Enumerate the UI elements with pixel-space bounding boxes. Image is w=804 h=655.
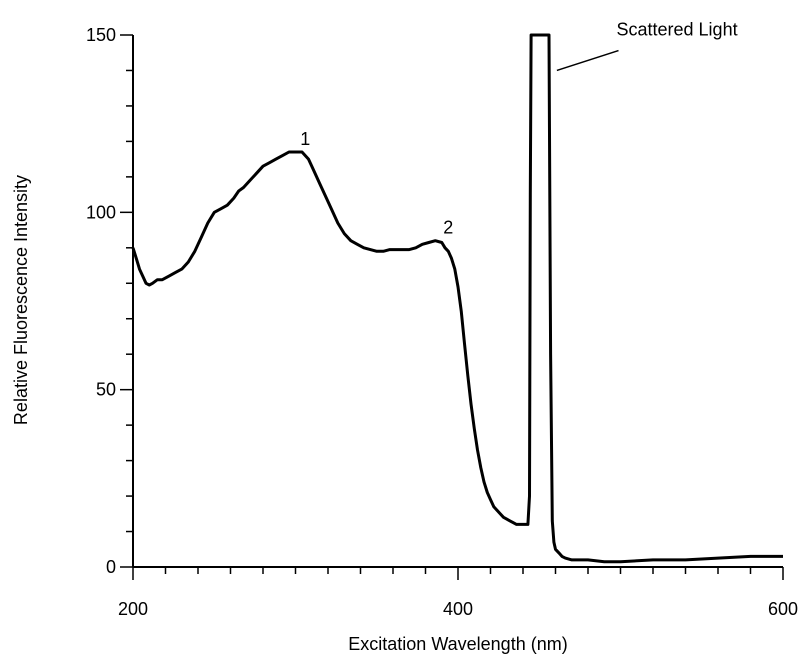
y-tick-label: 100 [86,202,116,222]
series-layer [131,33,783,564]
axes: 200 400 600 0 50 100 150 [86,25,798,619]
peak-2-label: 2 [443,218,453,238]
peak-1-label: 1 [300,129,310,149]
y-tick-label: 50 [96,380,116,400]
x-tick-label: 200 [118,599,148,619]
x-axis-title: Excitation Wavelength (nm) [348,634,567,654]
y-ticks: 0 50 100 150 [86,25,133,577]
x-tick-label: 600 [768,599,798,619]
y-axis-title: Relative Fluorescence Intensity [11,175,31,425]
spectrum-line [131,33,783,564]
annotation-layer: 1 2 Scattered Light [300,20,737,238]
x-ticks: 200 400 600 [118,567,798,619]
scattered-light-leader-line [556,49,619,72]
x-tick-label: 400 [443,599,473,619]
y-tick-label: 150 [86,25,116,45]
y-tick-label: 0 [106,557,116,577]
scattered-light-label: Scattered Light [617,20,738,40]
